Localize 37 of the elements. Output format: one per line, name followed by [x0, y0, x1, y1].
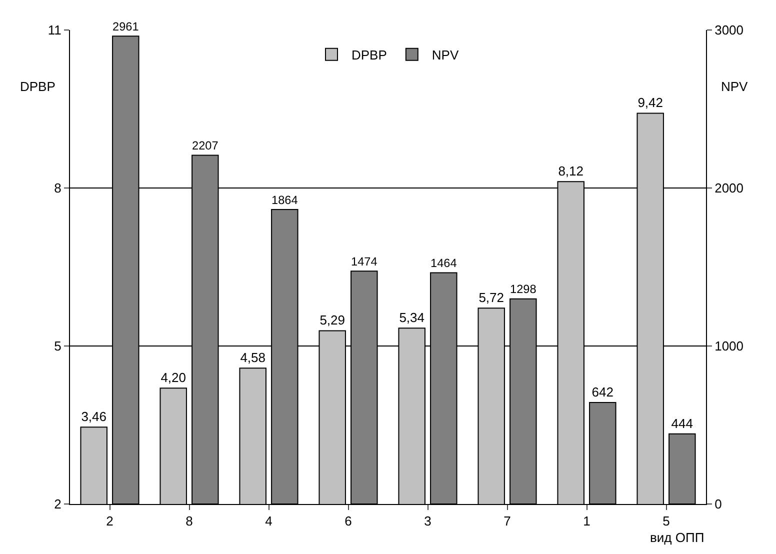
y-tick-label: 8 [54, 180, 62, 196]
data-label: 5,34 [399, 310, 425, 326]
data-label: 642 [592, 384, 614, 400]
data-label: 5,72 [478, 290, 504, 306]
x-tick-label: 3 [424, 514, 432, 529]
y2-tick-label: 1000 [714, 338, 744, 354]
y-tick-label: 5 [54, 338, 62, 354]
data-label: 4,58 [240, 350, 266, 366]
x-tick-label: 4 [265, 514, 272, 529]
y-tick-label: 2 [54, 496, 62, 512]
y2-axis-title: NPV [721, 79, 748, 94]
data-label: 1864 [272, 194, 298, 207]
data-label: 4,20 [160, 370, 186, 386]
y2-tick-label: 3000 [714, 22, 744, 38]
data-label: 2961 [112, 20, 139, 34]
x-tick-label: 2 [106, 514, 114, 529]
data-label: 1298 [510, 283, 537, 296]
x-axis-title: вид ОПП [650, 530, 704, 545]
y-tick-label: 11 [48, 22, 62, 38]
x-tick-label: 5 [662, 514, 670, 529]
data-label: 2207 [192, 140, 218, 153]
data-label: 9,42 [638, 95, 664, 110]
y-axis-title: DPBP [20, 79, 56, 94]
legend-label: DPBP [352, 48, 387, 62]
x-tick-label: 6 [344, 514, 352, 529]
x-tick-label: 1 [583, 514, 590, 529]
data-label: 3,46 [81, 409, 107, 424]
legend-label: NPV [432, 48, 459, 62]
data-label: 1474 [351, 255, 378, 268]
y2-tick-label: 2000 [714, 180, 744, 196]
x-tick-label: 7 [504, 514, 511, 529]
data-label: 444 [671, 416, 693, 431]
x-tick-label: 8 [186, 514, 193, 529]
data-label: 8,12 [558, 164, 584, 179]
data-label: 1464 [430, 256, 458, 270]
data-label: 5,29 [320, 312, 346, 328]
y2-tick-label: 0 [714, 496, 722, 512]
